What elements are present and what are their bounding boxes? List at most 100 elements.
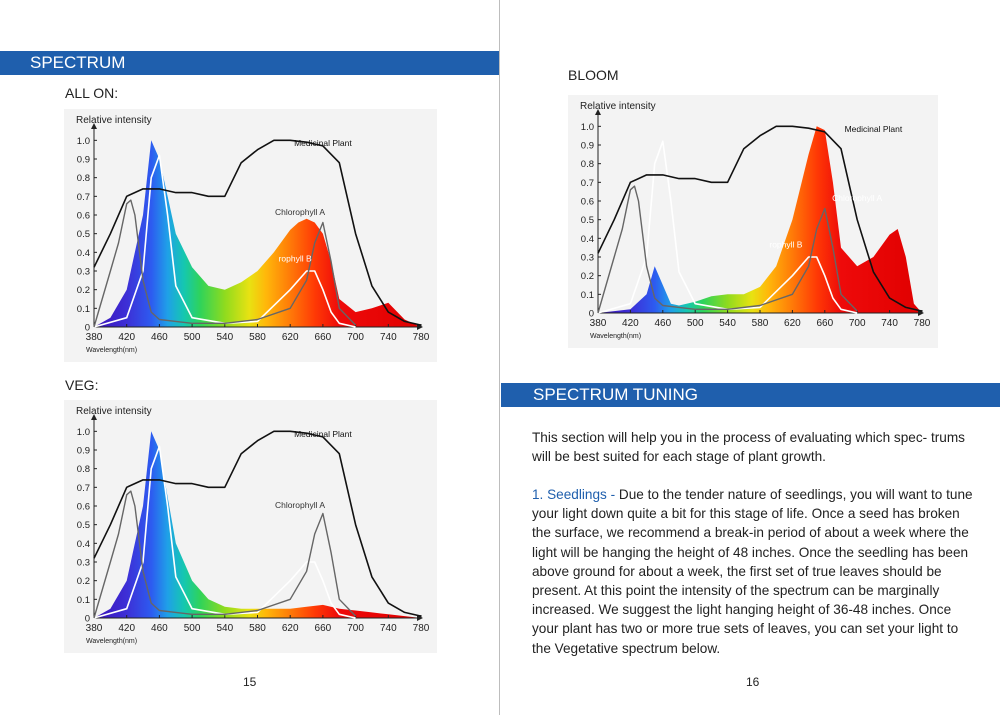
y-tick-label: 0.9 [77,446,90,457]
x-tick-label: 700 [849,318,866,329]
x-tick-label: 380 [590,318,607,329]
y-tick-label: 0.1 [77,304,90,315]
x-tick-label: 500 [184,332,201,343]
veg-label: VEG: [65,377,99,393]
y-tick-label: 0.7 [77,483,90,494]
page-divider [499,0,500,715]
y-tick-label: 0.8 [77,173,90,184]
all-on-label: ALL ON: [65,85,119,101]
annotation-label: rophyll B [279,254,312,264]
y-tick-label: 0.3 [77,558,90,569]
x-tick-label: 580 [752,318,769,329]
x-tick-label: 660 [315,332,332,343]
x-tick-label: 460 [654,318,671,329]
x-tick-label: 380 [86,332,103,343]
chlorophyll-a-curve [93,199,357,328]
x-axis-arrow [918,310,924,316]
x-axis-arrow [417,324,423,330]
led-spectrum-fill [598,126,922,313]
y-tick-label: 0 [589,309,594,320]
annotation-label: Chlorophyll A [275,207,325,217]
x-tick-label: 500 [687,318,704,329]
y-tick-label: 0.5 [77,520,90,531]
annotation-label: Chlorophyll A [275,500,325,510]
x-tick-label: 580 [249,623,266,634]
y-axis-arrow [91,414,97,420]
annotation-label: Medicinal Plant [294,429,352,439]
spectrum-banner-title: SPECTRUM [30,53,126,72]
y-tick-label: 0.4 [77,248,90,259]
medicinal-plant-curve [93,430,422,617]
y-tick-label: 1.0 [77,427,90,438]
x-axis-arrow [417,615,423,621]
y-axis-label: Relative intensity [580,101,656,112]
seedlings-paragraph: 1. Seedlings - Due to the tender nature … [532,485,977,658]
y-tick-label: 0.5 [581,215,594,226]
spectrum-tuning-banner: SPECTRUM TUNING [501,383,1000,407]
x-tick-label: 620 [784,318,801,329]
page-number-right: 16 [746,675,760,689]
x-tick-label: 660 [816,318,833,329]
y-axis-arrow [91,123,97,129]
x-tick-label: 580 [249,332,266,343]
y-tick-label: 1.0 [581,122,594,133]
y-tick-label: 0.4 [581,234,594,245]
x-tick-label: 500 [184,623,201,634]
x-tick-label: 780 [914,318,931,329]
seedlings-heading: 1. Seedlings - [532,487,616,502]
y-tick-label: 0 [85,323,90,334]
medicinal-plant-curve [597,125,923,312]
y-axis-label: Relative intensity [76,115,152,126]
y-tick-label: 0.5 [77,229,90,240]
y-tick-label: 0.9 [581,141,594,152]
y-tick-label: 0.3 [581,253,594,264]
annotation-label: Medicinal Plant [294,138,352,148]
spectrum-banner: SPECTRUM [0,51,499,75]
x-tick-label: 380 [86,623,103,634]
chlorophyll-a-curve [93,490,357,619]
y-tick-label: 0.2 [77,576,90,587]
y-tick-label: 0.2 [77,285,90,296]
page-number-left: 15 [243,675,257,689]
y-tick-label: 0.8 [77,464,90,475]
all-on-spectrum-chart: 0 0.1 0.2 0.3 0.4 0.5 0.6 0.7 0.8 0.9 1.0 380 420 460… [64,109,437,362]
x-tick-label: 700 [347,623,364,634]
annotation-label: rophyll B [769,240,802,250]
y-tick-label: 0 [85,614,90,625]
intro-paragraph: This section will help you in the proces… [532,430,965,465]
y-axis-arrow [595,109,601,115]
y-tick-label: 0.7 [77,192,90,203]
chlorophyll-a-curve [597,185,858,314]
y-tick-label: 0.1 [581,290,594,301]
x-tick-label: 740 [380,623,397,634]
x-tick-label: 420 [118,332,135,343]
x-axis-label: Wavelength(nm) [86,638,137,645]
y-tick-label: 0.1 [77,595,90,606]
bloom-spectrum-chart: 0 0.1 0.2 0.3 0.4 0.5 0.6 0.7 0.8 0.9 1.0 380 420 460… [568,95,938,348]
y-tick-label: 0.3 [77,267,90,278]
annotation-label: Chlorophyll A [832,193,882,203]
x-tick-label: 740 [881,318,898,329]
medicinal-plant-curve [93,139,422,326]
x-tick-label: 700 [347,332,364,343]
annotation-label: Medicinal Plant [845,124,903,134]
y-tick-label: 0.6 [77,502,90,513]
veg-spectrum-chart: 0 0.1 0.2 0.3 0.4 0.5 0.6 0.7 0.8 0.9 1.0 380 420 460… [64,400,437,653]
bloom-label: BLOOM [568,67,619,83]
y-tick-label: 0.9 [77,155,90,166]
x-tick-label: 420 [118,623,135,634]
y-tick-label: 0.6 [77,211,90,222]
y-axis-label: Relative intensity [76,406,152,417]
x-tick-label: 620 [282,623,299,634]
x-tick-label: 780 [413,332,430,343]
veg-svg: 0 0.1 0.2 0.3 0.4 0.5 0.6 0.7 0.8 0.9 1.0 380 420 460… [76,406,430,645]
x-tick-label: 660 [315,623,332,634]
spectrum-tuning-banner-title: SPECTRUM TUNING [533,385,698,404]
x-tick-label: 620 [282,332,299,343]
y-tick-label: 0.6 [581,197,594,208]
x-tick-label: 420 [622,318,639,329]
y-tick-label: 0.7 [581,178,594,189]
x-axis-label: Wavelength(nm) [590,333,641,340]
x-tick-label: 540 [216,623,233,634]
led-spectrum-fill [94,140,421,327]
